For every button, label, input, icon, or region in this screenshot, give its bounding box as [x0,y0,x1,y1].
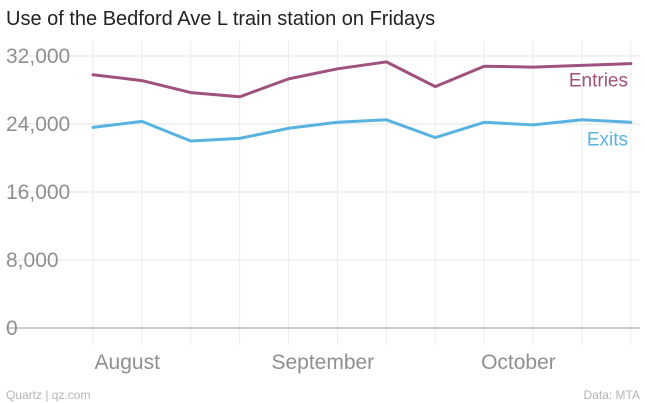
x-axis: August September October [95,351,556,374]
chart-title: Use of the Bedford Ave L train station o… [6,8,435,30]
series-line-exits [91,118,633,143]
y-tick-label: 16,000 [6,181,70,204]
y-tick-label: 0 [6,317,18,340]
series-line-entries [91,60,633,99]
y-tick-label: 32,000 [6,45,70,68]
footer-source-left: Quartz | qz.com [6,388,90,402]
x-tick-label: September [271,351,374,374]
y-tick-label: 8,000 [6,249,59,272]
grid [6,40,640,345]
series-group [91,60,633,143]
footer-source-right: Data: MTA [584,388,640,402]
x-tick-label: October [481,351,556,374]
series-labels: Entries Exits [569,71,628,151]
series-label-entries: Entries [569,71,628,92]
series-label-exits: Exits [587,129,628,150]
x-tick-label: August [95,351,161,374]
y-tick-label: 24,000 [6,113,70,136]
y-axis: 0 8,000 16,000 24,000 32,000 [6,45,70,340]
